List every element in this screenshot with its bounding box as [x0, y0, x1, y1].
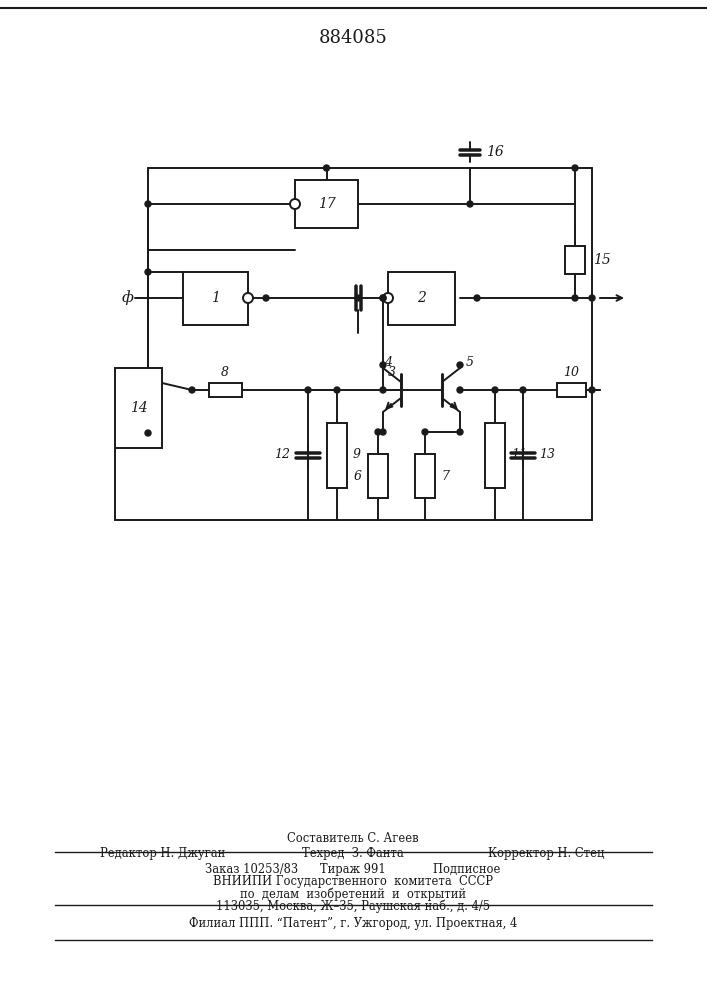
Circle shape	[243, 293, 253, 303]
Circle shape	[467, 201, 473, 207]
Text: 10: 10	[563, 365, 580, 378]
Text: 17: 17	[317, 197, 335, 211]
Circle shape	[375, 429, 381, 435]
Circle shape	[145, 430, 151, 436]
Text: Техред  З. Фанта: Техред З. Фанта	[302, 848, 404, 860]
Circle shape	[334, 387, 340, 393]
Text: Корректор Н. Стец: Корректор Н. Стец	[489, 848, 605, 860]
Text: 2: 2	[417, 291, 426, 305]
Bar	[557, 383, 586, 397]
Text: 9: 9	[353, 448, 361, 462]
Text: 16: 16	[486, 145, 504, 159]
Circle shape	[457, 387, 463, 393]
Bar	[183, 272, 248, 325]
Circle shape	[324, 165, 329, 171]
Circle shape	[189, 387, 195, 393]
Text: ВНИИПИ Государственного  комитета  СССР: ВНИИПИ Государственного комитета СССР	[213, 876, 493, 888]
Circle shape	[520, 387, 526, 393]
Text: ф: ф	[122, 291, 134, 305]
Text: 15: 15	[593, 253, 611, 267]
Text: по  делам  изобретений  и  открытий: по делам изобретений и открытий	[240, 887, 466, 901]
Circle shape	[380, 429, 386, 435]
Bar	[209, 383, 242, 397]
Text: 1: 1	[211, 291, 220, 305]
Circle shape	[457, 429, 463, 435]
Text: Филиал ППП. “Патент”, г. Ужгород, ул. Проектная, 4: Филиал ППП. “Патент”, г. Ужгород, ул. Пр…	[189, 918, 517, 930]
Circle shape	[305, 387, 311, 393]
Bar	[485, 422, 505, 488]
Bar	[295, 180, 358, 228]
Circle shape	[290, 199, 300, 209]
Text: Заказ 10253/83      Тираж 991             Подписное: Заказ 10253/83 Тираж 991 Подписное	[205, 863, 501, 876]
Text: 3: 3	[388, 365, 396, 378]
Bar	[327, 422, 347, 488]
Circle shape	[572, 295, 578, 301]
Text: Составитель С. Агеев: Составитель С. Агеев	[287, 832, 419, 844]
Circle shape	[572, 165, 578, 171]
Circle shape	[380, 387, 386, 393]
Text: 113035, Москва, Ж–35, Раушская наб., д. 4/5: 113035, Москва, Ж–35, Раушская наб., д. …	[216, 899, 490, 913]
Text: 13: 13	[539, 448, 555, 462]
Circle shape	[380, 362, 386, 368]
Circle shape	[145, 269, 151, 275]
Circle shape	[457, 362, 463, 368]
Circle shape	[383, 293, 393, 303]
Text: 8: 8	[221, 365, 229, 378]
Text: 4: 4	[384, 356, 392, 368]
Text: Редактор Н. Джуган: Редактор Н. Джуган	[100, 848, 226, 860]
Text: 12: 12	[274, 448, 290, 462]
Bar	[415, 454, 435, 498]
Circle shape	[145, 201, 151, 207]
Circle shape	[474, 295, 480, 301]
Circle shape	[589, 387, 595, 393]
Circle shape	[422, 429, 428, 435]
Bar	[368, 454, 388, 498]
Circle shape	[492, 387, 498, 393]
Circle shape	[380, 295, 386, 301]
Circle shape	[355, 295, 361, 301]
Circle shape	[380, 295, 386, 301]
Text: 6: 6	[354, 470, 362, 483]
Text: 5: 5	[466, 356, 474, 368]
Text: 11: 11	[511, 448, 527, 462]
Circle shape	[263, 295, 269, 301]
Text: 884085: 884085	[319, 29, 387, 47]
Circle shape	[589, 295, 595, 301]
Bar	[388, 272, 455, 325]
Text: 7: 7	[441, 470, 449, 483]
Text: 14: 14	[129, 401, 147, 415]
Bar	[565, 246, 585, 274]
Bar	[115, 368, 162, 448]
